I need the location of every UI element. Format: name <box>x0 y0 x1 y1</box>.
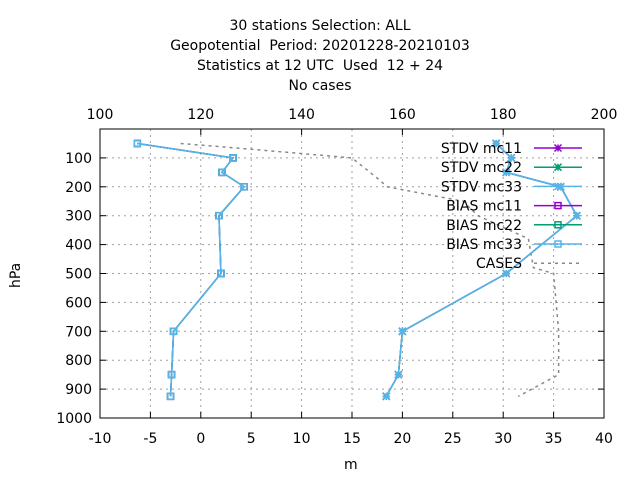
legend-label: BIAS mc22 <box>446 218 522 234</box>
y-tick-label: 700 <box>65 324 92 340</box>
data-point <box>507 153 516 162</box>
data-point <box>215 211 223 220</box>
x2-tick-label: 160 <box>389 107 416 123</box>
data-point <box>394 370 403 379</box>
data-point <box>502 269 511 278</box>
y-tick-label: 1000 <box>56 411 92 427</box>
y-tick-label: 400 <box>65 238 92 254</box>
x2-tick-label: 140 <box>288 107 315 123</box>
title-line-3: Statistics at 12 UTC Used 12 + 24 <box>196 58 444 74</box>
y-tick-label: 500 <box>65 267 92 283</box>
title-line-1: 30 stations Selection: ALL <box>229 18 411 34</box>
x-tick-label: -10 <box>89 431 112 447</box>
legend-label: BIAS mc11 <box>446 199 522 215</box>
x-axis-label: m <box>344 457 358 473</box>
x2-tick-label: 180 <box>490 107 517 123</box>
data-point <box>398 327 407 336</box>
data-point <box>169 327 178 336</box>
x-tick-label: 25 <box>444 431 462 447</box>
title-line-2: Geopotential Period: 20201228-20210103 <box>170 38 470 54</box>
x-tick-label: 20 <box>393 431 411 447</box>
x-tick-label: 10 <box>293 431 311 447</box>
title-line-4: No cases <box>288 78 352 94</box>
y-tick-label: 200 <box>65 180 92 196</box>
x-tick-label: 40 <box>595 431 613 447</box>
legend-label: CASES <box>476 256 522 272</box>
legend-marker <box>553 143 563 153</box>
data-point <box>218 168 226 177</box>
data-point <box>572 211 581 220</box>
legend-marker <box>554 201 562 210</box>
x2-tick-label: 100 <box>87 107 114 123</box>
legend-label: STDV mc22 <box>441 160 522 176</box>
legend-marker <box>554 240 562 248</box>
cases-line <box>180 142 560 397</box>
data-point <box>492 139 501 148</box>
y-tick-label: 600 <box>65 295 92 311</box>
x-tick-label: 5 <box>247 431 256 447</box>
series-line-bias-mc33 <box>137 142 246 397</box>
y-tick-label: 900 <box>65 382 92 398</box>
legend-marker <box>554 221 562 229</box>
data-point <box>166 392 175 401</box>
data-point <box>217 269 225 278</box>
legend-label: STDV mc11 <box>441 141 522 157</box>
data-point <box>502 168 511 177</box>
y-tick-label: 300 <box>65 209 92 225</box>
series-line-bias-mc11 <box>137 142 246 397</box>
y-tick-label: 800 <box>65 353 92 369</box>
legend-label: STDV mc33 <box>441 179 522 195</box>
y-axis-label: hPa <box>8 262 24 288</box>
x-tick-label: 30 <box>494 431 512 447</box>
x-tick-label: 15 <box>343 431 361 447</box>
x-tick-label: -5 <box>143 431 157 447</box>
data-point <box>229 154 237 162</box>
legend-label: BIAS mc33 <box>446 237 522 253</box>
y-tick-label: 100 <box>65 151 92 167</box>
series-line-bias-mc22 <box>137 142 246 397</box>
x2-tick-label: 200 <box>591 107 618 123</box>
x-tick-label: 0 <box>196 431 205 447</box>
legend-marker <box>553 182 563 191</box>
data-point <box>240 183 248 191</box>
data-point <box>167 370 176 379</box>
x2-tick-label: 120 <box>187 107 214 123</box>
legend-marker <box>553 163 563 172</box>
x-tick-label: 35 <box>545 431 563 447</box>
data-point <box>382 392 391 401</box>
data-point <box>133 139 142 148</box>
